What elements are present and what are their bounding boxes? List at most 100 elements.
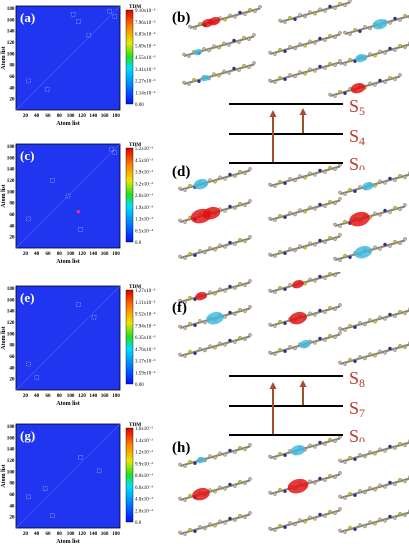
atom [233,340,237,344]
atom [378,349,382,354]
atom [353,493,357,498]
atom [243,283,247,288]
atom [348,455,352,460]
atom [283,287,287,292]
atom [288,345,292,349]
atom [188,349,192,354]
atom [393,348,397,352]
x-tick-label: 20 [23,531,29,537]
atom [293,522,297,527]
atom [373,53,377,58]
atom [208,344,212,348]
atom [343,362,347,366]
atom [178,352,182,357]
colorbar [125,427,134,523]
hole-density [192,487,210,501]
atom [373,211,377,216]
atom [243,515,247,520]
x-tick-label: 120 [78,251,86,257]
molecule [338,475,409,500]
atom [268,182,272,187]
atom [223,487,227,491]
atom [293,178,297,183]
atom [293,17,297,22]
colorbar-tick-label: 9.52x10⁻³ [135,312,156,318]
atom [283,181,287,186]
atom [398,43,402,48]
heatmap-hotspot [76,210,80,214]
atom [378,78,382,83]
x-tick-label: 140 [89,531,97,537]
atom [208,454,212,458]
x-tick-label: 40 [34,113,40,119]
atom [278,179,282,184]
atom [358,453,362,457]
electron-density [193,48,203,56]
colorbar-tick-label: 0.0 [135,241,142,246]
molecule [338,509,409,534]
atom [268,50,272,55]
x-axis-label: Atom list [56,121,80,127]
atom [318,7,322,12]
x-tick-label: 40 [34,531,40,537]
atom [278,213,282,218]
y-tick-label: 80 [9,481,15,487]
atom [223,245,227,249]
arrow-head [299,108,307,115]
atom [308,479,312,484]
molecule [338,341,409,366]
atom [323,514,327,518]
atom [223,521,227,525]
atom [273,80,277,84]
x-tick-label: 80 [57,113,63,119]
atom [183,354,187,358]
y-tick-label: 160 [7,435,15,441]
atom [308,205,312,210]
panel-label-g: (g) [20,428,35,443]
colorbar-tick-label: 1.6x10⁻² [135,426,153,432]
molecule [178,443,252,468]
atom [213,291,217,296]
atom [398,18,402,22]
atom [333,256,337,261]
heatmap-hotspot [44,86,50,92]
atom [268,78,272,83]
atom [393,48,397,52]
x-tick-label: 180 [112,531,120,537]
molecule [268,272,342,294]
atom [373,183,377,188]
atom [178,462,182,467]
atom [283,525,287,530]
colorbar-tick-label: 1.9x10⁻³ [135,205,153,211]
atom [208,178,212,182]
colorbar-tick-label: 9.10x10⁻³ [135,8,156,14]
atom [243,203,247,208]
atom [283,77,287,82]
atom [323,442,327,446]
atom [393,482,397,486]
heatmap-hotspot [107,8,112,14]
atom [288,15,292,20]
x-tick-label: 180 [112,251,120,257]
atom [182,80,186,85]
atom [353,27,357,32]
y-tick-label: 140 [7,447,15,453]
molecule-panel-f: (f) [172,272,409,366]
y-tick-label: 180 [7,144,15,150]
colorbar-tick-label: 2.0x10⁻³ [135,508,153,514]
atom [213,179,217,184]
atom [248,305,252,309]
atom [188,459,192,464]
colorbar-tick-label: 3.2x10⁻³ [135,181,153,187]
atom [283,489,287,494]
atom [218,341,222,346]
atom [208,290,212,294]
atom [323,310,327,314]
atom [328,235,332,240]
y-tick-label: 140 [7,29,15,35]
atom [363,322,367,327]
atom [253,9,257,14]
atom [328,4,332,9]
colorbar [125,147,134,243]
atom [233,206,237,210]
